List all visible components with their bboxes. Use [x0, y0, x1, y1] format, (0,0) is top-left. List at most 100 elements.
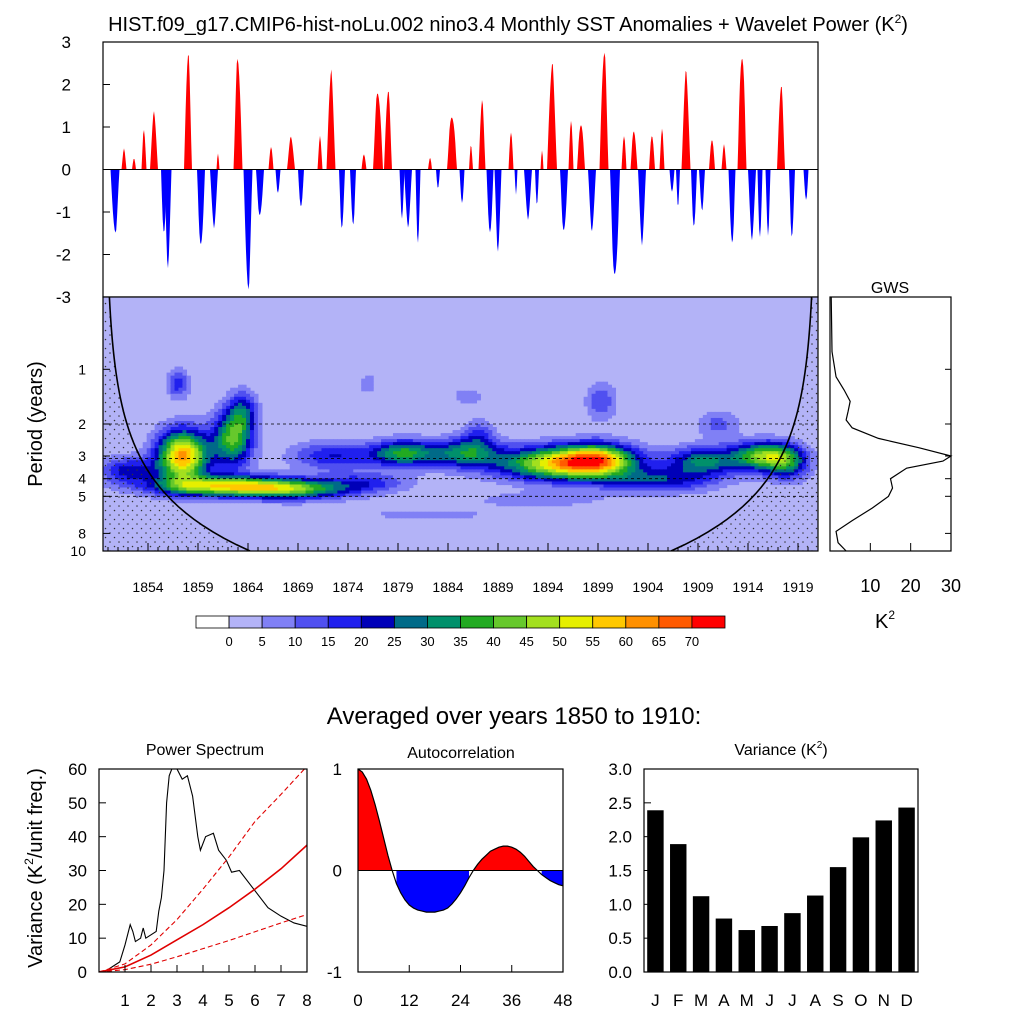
power-cell [623, 493, 628, 498]
power-cell [345, 496, 350, 501]
autocorrelation-axes: 10-10 12 24 36 48 [327, 760, 573, 1010]
power-cell [607, 481, 613, 486]
power-cell [694, 460, 700, 464]
power-cell [242, 445, 247, 449]
power-cell [468, 448, 474, 452]
power-cell [774, 436, 779, 440]
power-cell [170, 475, 176, 480]
power-cell [611, 493, 617, 498]
power-cell [337, 478, 342, 483]
power-cell [774, 454, 779, 458]
power-cell [230, 427, 235, 431]
power-cell [718, 475, 724, 480]
power-cell [579, 472, 585, 476]
power-cell [226, 481, 231, 486]
power-cell [289, 478, 295, 483]
power-cell [349, 496, 354, 501]
power-cell [210, 411, 215, 416]
power-cell [663, 445, 668, 449]
power-cell [480, 463, 485, 467]
power-cell [285, 454, 291, 458]
power-cell [714, 433, 720, 437]
power-cell [198, 430, 203, 434]
colorbar-label: 40 [486, 634, 500, 649]
power-cell [496, 475, 501, 480]
power-cell [194, 487, 199, 492]
power-cell [738, 469, 744, 473]
power-cell [587, 481, 593, 486]
power-cell [500, 466, 505, 470]
power-cell [595, 387, 601, 392]
power-cell [265, 490, 271, 495]
power-cell [579, 436, 585, 440]
power-cell [694, 454, 700, 458]
power-cell [218, 411, 223, 416]
power-cell [742, 445, 748, 449]
power-cell [667, 463, 672, 467]
power-cell [281, 481, 287, 486]
power-cell [150, 445, 156, 449]
power-cell [663, 472, 668, 476]
power-cell [488, 466, 493, 470]
power-cell [623, 472, 628, 476]
power-cell [253, 460, 259, 464]
power-cell [222, 475, 227, 480]
power-cell [698, 469, 704, 473]
power-cell [738, 466, 744, 470]
power-cell [603, 433, 609, 437]
power-cell [174, 417, 180, 422]
power-cell [305, 463, 311, 467]
power-cell [575, 481, 581, 486]
power-cell [289, 463, 295, 467]
power-cell [686, 484, 692, 489]
power-cell [675, 493, 680, 498]
power-cell [377, 466, 382, 470]
power-cell [305, 454, 311, 458]
power-cell [444, 448, 450, 452]
power-cell [496, 433, 501, 437]
power-cell [170, 420, 176, 425]
power-cell [655, 490, 660, 495]
power-cell [174, 424, 180, 428]
power-cell [206, 493, 211, 498]
power-cell [369, 463, 374, 467]
power-cell [381, 457, 386, 461]
power-cell [146, 460, 152, 464]
power-cell [242, 414, 247, 419]
power-cell [512, 460, 517, 464]
power-cell [591, 469, 597, 473]
power-cell [206, 436, 211, 440]
power-cell [202, 472, 207, 476]
power-cell [464, 430, 470, 434]
power-cell [476, 463, 481, 467]
power-cell [702, 445, 708, 449]
power-cell [206, 430, 211, 434]
power-cell [242, 439, 247, 443]
power-cell [627, 493, 632, 498]
power-cell [555, 463, 561, 467]
power-cell [694, 490, 700, 495]
power-cell [663, 490, 668, 495]
power-cell [742, 442, 748, 446]
power-cell [480, 445, 485, 449]
power-cell [468, 424, 474, 428]
month-label: S [832, 991, 843, 1010]
power-cell [726, 424, 732, 428]
power-cell [345, 466, 350, 470]
power-cell [603, 384, 609, 389]
power-cell [178, 430, 184, 434]
power-cell [718, 478, 724, 483]
power-cell [754, 442, 760, 446]
power-cell [671, 487, 676, 492]
power-cell [615, 457, 620, 461]
cold-anomaly [164, 169, 172, 269]
power-cell [166, 427, 172, 431]
power-cell [694, 445, 700, 449]
power-cell [178, 375, 184, 380]
power-cell [611, 454, 617, 458]
power-cell [385, 442, 390, 446]
power-cell [242, 454, 247, 458]
power-cell [754, 454, 760, 458]
power-cell [226, 448, 231, 452]
power-cell [329, 460, 334, 464]
